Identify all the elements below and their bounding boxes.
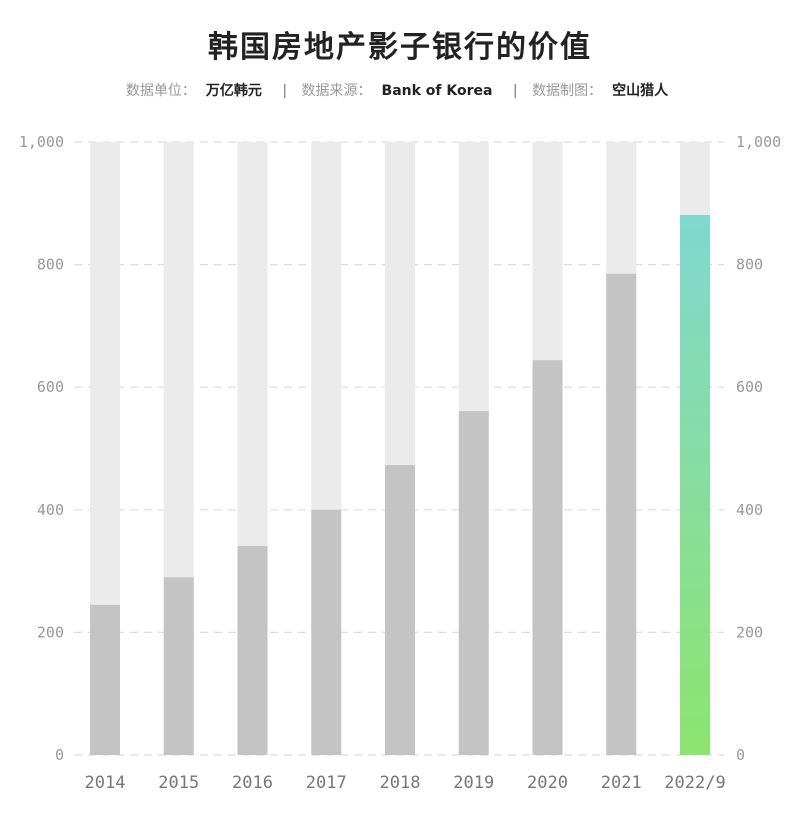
unit-label: 数据单位： [125, 83, 196, 99]
bar [606, 273, 637, 755]
y-tick-label-left: 600 [37, 378, 64, 396]
y-tick-label-left: 200 [37, 623, 64, 641]
chart-subtitle: 数据单位： 万亿韩元 | 数据来源： Bank of Korea | 数据制图： 空山… [0, 80, 800, 100]
x-tick-label: 2015 [158, 773, 199, 793]
y-tick-label-left: 1,000 [19, 133, 64, 151]
bar [458, 411, 489, 755]
bar [163, 577, 194, 755]
y-tick-label-left: 400 [37, 501, 64, 519]
source-label: 数据来源： [301, 83, 372, 99]
bar [680, 214, 710, 755]
y-tick-label-right: 1,000 [736, 133, 781, 151]
y-tick-label-right: 600 [736, 378, 763, 396]
y-tick-label-right: 200 [736, 623, 763, 641]
x-tick-label: 2022/9 [664, 773, 725, 793]
bar [385, 465, 415, 755]
separator: | [282, 83, 288, 99]
separator: | [512, 83, 518, 99]
x-tick-label: 2014 [85, 773, 126, 793]
author-label: 数据制图： [532, 83, 603, 99]
chart-title: 韩国房地产影子银行的价值 [208, 30, 592, 65]
x-tick-label: 2017 [306, 773, 347, 793]
bar [90, 604, 120, 755]
x-tick-label: 2016 [232, 773, 273, 793]
y-tick-label-left: 800 [37, 256, 64, 274]
bar [237, 545, 268, 755]
x-tick-label: 2021 [601, 773, 642, 793]
unit-value: 万亿韩元 [205, 83, 262, 99]
author-value: 空山猎人 [612, 83, 669, 99]
source-value: Bank of Korea [381, 83, 493, 99]
x-tick-label: 2018 [380, 773, 421, 793]
y-tick-label-right: 400 [736, 501, 763, 519]
y-tick-label-right: 0 [736, 746, 745, 764]
y-tick-label-right: 800 [736, 256, 763, 274]
y-tick-label-left: 0 [55, 746, 64, 764]
bar [311, 509, 342, 755]
x-tick-label: 2020 [527, 773, 568, 793]
bar [532, 360, 563, 755]
x-tick-label: 2019 [453, 773, 494, 793]
